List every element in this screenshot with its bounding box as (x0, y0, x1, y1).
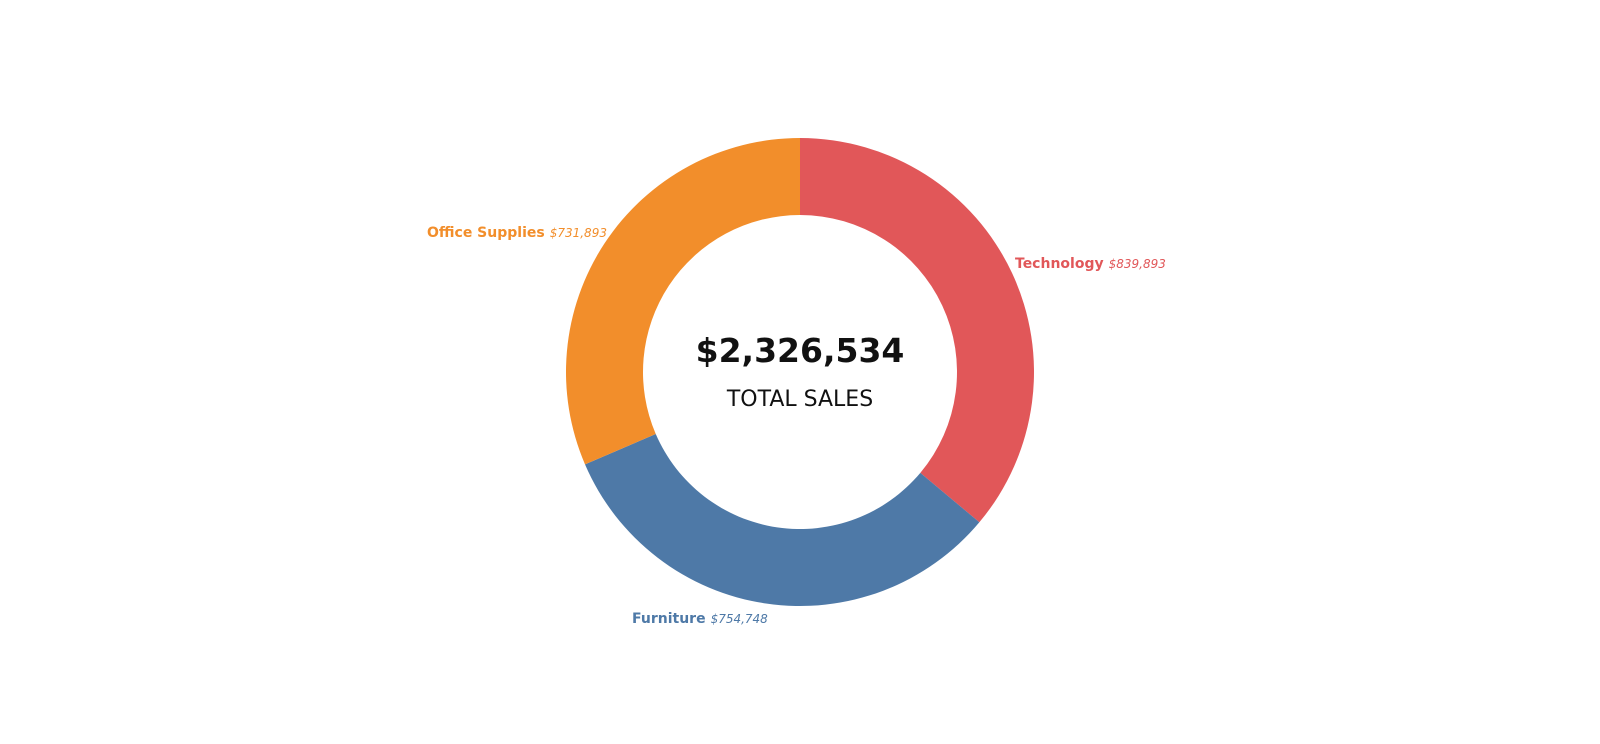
donut-slices (566, 138, 1035, 606)
slice-technology[interactable] (800, 138, 1035, 523)
total-sales-value: $2,326,534 (696, 331, 905, 370)
label-value-furniture: $754,748 (711, 612, 769, 626)
slice-office-supplies[interactable] (566, 138, 800, 465)
slice-labels: Technology $839,893 Furniture $754,748 Offic… (427, 225, 1166, 627)
label-name-furniture: Furniture (632, 611, 706, 627)
label-office-supplies: Office Supplies $731,893 (427, 225, 607, 241)
label-name-technology: Technology (1015, 256, 1104, 272)
label-value-technology: $839,893 (1109, 257, 1166, 271)
label-value-office-supplies: $731,893 (550, 226, 607, 240)
label-name-office-supplies: Office Supplies (427, 225, 545, 241)
label-furniture: Furniture $754,748 (632, 611, 768, 627)
slice-furniture[interactable] (585, 433, 980, 606)
total-sales-caption: TOTAL SALES (726, 387, 873, 412)
label-technology: Technology $839,893 (1015, 256, 1166, 272)
